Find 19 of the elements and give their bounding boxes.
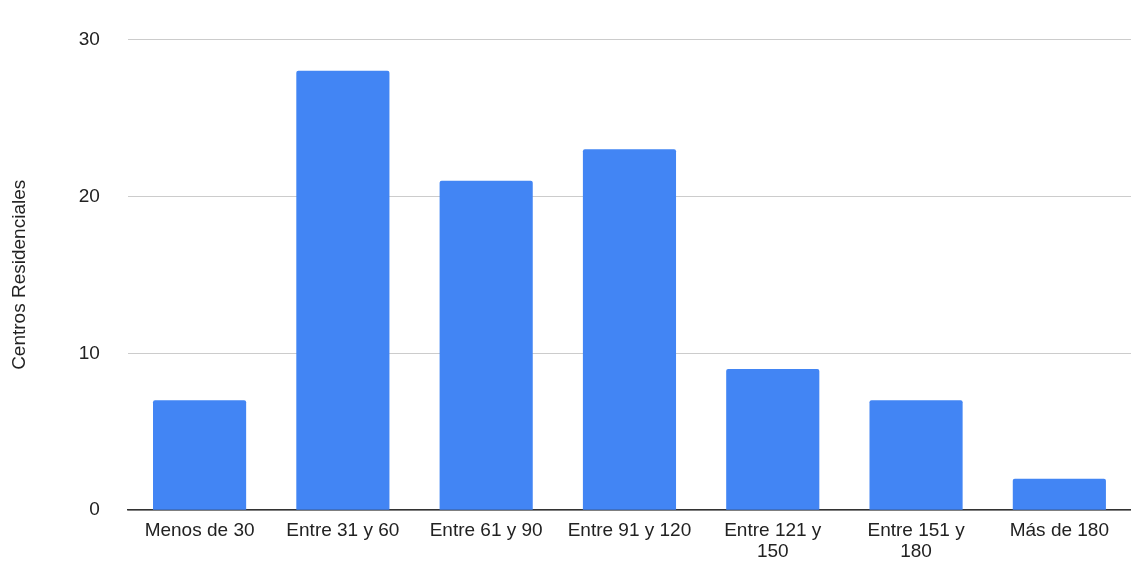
bar xyxy=(726,368,820,510)
x-tick-label: Entre 121 y 150 xyxy=(724,518,822,561)
x-tick-label: Más de 180 xyxy=(1009,518,1109,540)
y-tick-label: 0 xyxy=(89,498,100,520)
x-tick-label: Menos de 30 xyxy=(144,518,255,540)
y-tick-label: 10 xyxy=(78,341,100,363)
bar xyxy=(153,400,247,510)
bar xyxy=(582,149,677,510)
y-tick-label: 30 xyxy=(78,27,100,49)
bar xyxy=(439,180,533,510)
x-tick-label: Entre 61 y 90 xyxy=(429,518,543,540)
y-tick-label: 20 xyxy=(78,184,100,206)
x-tick-label: Entre 151 y 180 xyxy=(867,518,966,561)
bar xyxy=(296,70,390,510)
x-tick-label: Entre 91 y 120 xyxy=(567,518,692,540)
bar xyxy=(869,400,963,510)
y-axis-title: Centros Residenciales xyxy=(7,179,29,370)
bar xyxy=(1012,478,1106,510)
x-tick-label: Entre 31 y 60 xyxy=(286,518,400,540)
